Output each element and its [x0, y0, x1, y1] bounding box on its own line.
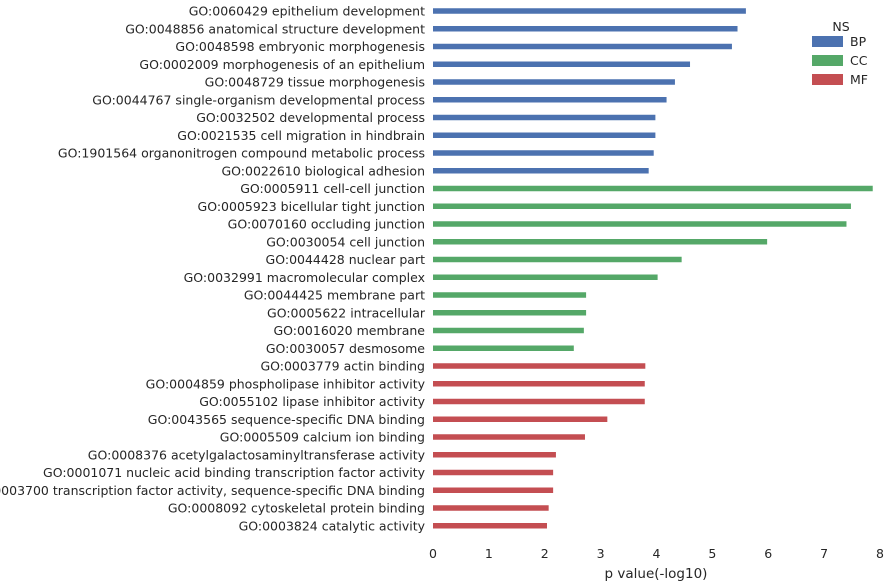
- category-label: GO:0005622 intracellular: [267, 305, 426, 320]
- category-label: GO:1901564 organonitrogen compound metab…: [58, 146, 425, 161]
- bar-mf: [433, 416, 608, 422]
- x-tick-label: 8: [876, 546, 884, 561]
- x-tick-label: 7: [820, 546, 828, 561]
- category-label: GO:0003824 catalytic activity: [239, 518, 426, 533]
- category-label: GO:0016020 membrane: [273, 323, 425, 338]
- bar-bp: [433, 79, 675, 85]
- category-label: GO:0048598 embryonic morphogenesis: [175, 39, 425, 54]
- category-label: GO:0044428 nuclear part: [266, 252, 426, 267]
- category-label: GO:0032991 macromolecular complex: [184, 270, 425, 285]
- x-tick-label: 0: [429, 546, 437, 561]
- bar-cc: [433, 327, 584, 334]
- category-label: GO:0005911 cell-cell junction: [240, 181, 425, 196]
- category-label: GO:0030057 desmosome: [266, 341, 425, 356]
- legend-swatch-mf: [812, 74, 843, 85]
- category-label: GO:0004859 phospholipase inhibitor activ…: [146, 376, 426, 391]
- bars-layer: [433, 8, 873, 529]
- bar-cc: [433, 185, 873, 192]
- bar-bp: [433, 8, 746, 14]
- legend-label-cc: CC: [850, 53, 868, 68]
- category-label: GO:0060429 epithelium development: [189, 4, 425, 19]
- category-label: GO:0032502 developmental process: [196, 110, 425, 125]
- category-label: GO:0001071 nucleic acid binding transcri…: [43, 465, 426, 480]
- bar-mf: [433, 363, 646, 369]
- bar-cc: [433, 239, 768, 245]
- bar-cc: [433, 203, 851, 209]
- category-label: GO:0055102 lipase inhibitor activity: [199, 394, 425, 409]
- bar-mf: [433, 469, 554, 476]
- bar-cc: [433, 292, 587, 298]
- bar-bp: [433, 26, 738, 32]
- category-label: GO:0044767 single-organism developmental…: [92, 92, 425, 107]
- x-axis: 0 1 2 3 4 5 6 7 8: [429, 546, 884, 561]
- bar-bp: [433, 114, 656, 121]
- bar-bp: [433, 150, 654, 156]
- bar-cc: [433, 274, 658, 280]
- category-label: GO:0021535 cell migration in hindbrain: [177, 128, 425, 143]
- bar-cc: [433, 310, 587, 316]
- category-label: GO:0044425 membrane part: [244, 288, 425, 303]
- category-label: GO:0003700 transcription factor activity…: [0, 483, 425, 498]
- legend-label-bp: BP: [850, 34, 867, 49]
- bar-bp: [433, 168, 649, 174]
- category-label: GO:0022610 biological adhesion: [222, 163, 426, 178]
- bar-cc: [433, 345, 574, 351]
- category-label: GO:0070160 occluding junction: [228, 217, 425, 232]
- x-tick-label: 4: [653, 546, 661, 561]
- bar-mf: [433, 434, 585, 440]
- bar-cc: [433, 256, 682, 263]
- category-label: GO:0043565 sequence-specific DNA binding: [148, 412, 425, 427]
- legend: NS BP CC MF: [812, 19, 868, 87]
- x-tick-label: 6: [764, 546, 772, 561]
- category-labels-layer: GO:0060429 epithelium development GO:0048…: [0, 4, 426, 534]
- legend-label-mf: MF: [850, 72, 868, 87]
- legend-swatch-bp: [812, 36, 843, 47]
- category-label: GO:0008376 acetylgalactosaminyltransfera…: [88, 447, 426, 462]
- legend-swatch-cc: [812, 55, 843, 66]
- bar-bp: [433, 61, 691, 67]
- bar-mf: [433, 452, 556, 458]
- bar-mf: [433, 523, 547, 529]
- category-label: GO:0008092 cytoskeletal protein binding: [168, 501, 425, 516]
- bar-bp: [433, 97, 667, 103]
- bar-mf: [433, 381, 645, 387]
- legend-title: NS: [832, 19, 849, 34]
- bar-bp: [433, 43, 732, 50]
- x-tick-label: 3: [597, 546, 605, 561]
- category-label: GO:0048856 anatomical structure developm…: [125, 21, 425, 36]
- category-label: GO:0005509 calcium ion binding: [220, 430, 425, 445]
- bar-mf: [433, 398, 645, 405]
- x-tick-label: 1: [485, 546, 493, 561]
- bar-mf: [433, 487, 554, 493]
- bar-mf: [433, 505, 549, 511]
- category-label: GO:0003779 actin binding: [260, 359, 425, 374]
- x-axis-title: p value(-log10): [605, 566, 708, 582]
- category-label: GO:0030054 cell junction: [266, 234, 425, 249]
- category-label: GO:0005923 bicellular tight junction: [198, 199, 425, 214]
- bar-bp: [433, 132, 656, 138]
- category-label: GO:0002009 morphogenesis of an epitheliu…: [139, 57, 425, 72]
- bar-cc: [433, 221, 847, 227]
- category-label: GO:0048729 tissue morphogenesis: [205, 75, 425, 90]
- x-tick-label: 5: [708, 546, 716, 561]
- x-tick-label: 2: [541, 546, 549, 561]
